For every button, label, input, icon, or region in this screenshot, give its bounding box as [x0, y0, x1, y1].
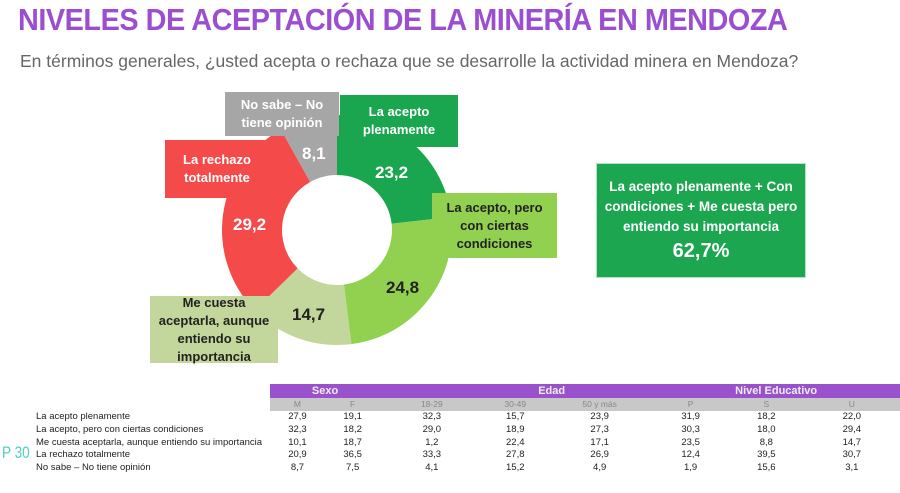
table-row: La rechazo totalmente 20,9 36,5 33,3 27,8 26,…	[30, 448, 900, 461]
table-cell: 22,0	[842, 411, 862, 423]
group-sexo: Sexo	[269, 384, 381, 398]
row-label: No sabe – No tiene opinión	[36, 461, 151, 473]
label-acepto-plenamente: La acepto plenamente	[340, 95, 458, 147]
table-cell: 10,1	[288, 436, 307, 448]
table-cell: 20,9	[288, 449, 307, 461]
crosstab-table: Sexo Edad Nivel Educativo M F 18-29 30-49 50…	[30, 384, 900, 474]
table-cell: 30,7	[842, 449, 862, 461]
table-cell: 8,7	[290, 461, 305, 473]
table-cell: 15,6	[757, 461, 776, 473]
table-cell: 8,8	[759, 436, 773, 448]
table-row: No sabe – No tiene opinión 8,7 7,5 4,1 15,2 4…	[30, 461, 900, 474]
column-header: U	[803, 398, 900, 411]
table-cell: 33,3	[422, 449, 442, 461]
group-nivel-educativo: Nivel Educativo	[652, 384, 900, 398]
table-cell: 36,5	[343, 449, 362, 461]
table-row: La acepto plenamente 27,9 19,1 32,3 15,7 23,9…	[30, 411, 900, 424]
table-cell: 7,5	[346, 461, 360, 473]
table-cell: 17,1	[590, 436, 609, 448]
donut-slice	[254, 268, 352, 345]
table-cell: 1,2	[425, 436, 439, 448]
column-header: M	[269, 398, 326, 411]
table-cell: 15,2	[506, 461, 525, 473]
table-cell: 26,9	[590, 449, 609, 461]
question-text: En términos generales, ¿usted acepta o r…	[20, 51, 799, 71]
table-cell: 31,9	[681, 411, 700, 423]
value-acepto-condiciones: 24,8	[386, 278, 420, 297]
table-cell: 27,3	[590, 423, 609, 435]
value-me-cuesta: 14,7	[292, 305, 326, 324]
summary-text: La acepto plenamente + Con condiciones +…	[604, 179, 798, 234]
table-cell: 29,0	[422, 423, 442, 435]
table-cell: 23,5	[681, 436, 700, 448]
table-row: La acepto, pero con ciertas condiciones 3…	[30, 423, 900, 436]
column-header: F	[325, 398, 381, 411]
table-cell: 29,4	[842, 423, 862, 435]
group-edad: Edad	[380, 384, 653, 398]
page-title: NIVELES DE ACEPTACIÓN DE LA MINERÍA EN M…	[18, 2, 788, 37]
column-header: 30-49	[483, 398, 548, 411]
summary-value: 62,7%	[672, 240, 730, 262]
table-cell: 18,0	[757, 423, 776, 435]
table-cell: 23,9	[590, 411, 609, 423]
label-me-cuesta: Me cuesta aceptarla, aunque entiendo su …	[150, 295, 278, 364]
column-header: 50 y más	[547, 398, 653, 411]
row-label: La rechazo totalmente	[36, 449, 131, 461]
table-cell: 32,3	[422, 411, 442, 423]
table-cell: 22,4	[506, 436, 525, 448]
column-header-row: M F 18-29 30-49 50 y más P S U	[30, 398, 900, 411]
table-cell: 39,5	[757, 449, 776, 461]
group-header-row: Sexo Edad Nivel Educativo	[30, 384, 900, 398]
row-label: La acepto, pero con ciertas condiciones	[36, 423, 204, 435]
column-header: P	[652, 398, 729, 411]
question-code: P 30	[2, 443, 30, 462]
row-label: Me cuesta aceptarla, aunque entiendo su …	[36, 436, 263, 448]
table-cell: 19,1	[343, 411, 362, 423]
table-cell: 4,9	[593, 461, 607, 473]
label-rechazo: La rechazo totalmente	[165, 140, 287, 198]
table-cell: 18,9	[506, 423, 525, 435]
table-cell: 30,3	[681, 423, 700, 435]
table-cell: 32,3	[288, 423, 307, 435]
table-cell: 1,9	[684, 461, 698, 473]
summary-box: La acepto plenamente + Con condiciones +…	[596, 163, 806, 278]
table-cell: 18,2	[757, 411, 776, 423]
table-cell: 27,8	[506, 449, 525, 461]
table-cell: 3,1	[845, 461, 859, 473]
table-cell: 18,2	[343, 423, 362, 435]
value-acepto-plenamente: 23,2	[375, 163, 409, 182]
value-no-sabe: 8,1	[302, 144, 326, 163]
row-label: La acepto plenamente	[36, 411, 131, 423]
label-acepto-condiciones: La acepto, pero con ciertas condiciones	[432, 193, 557, 258]
table-cell: 12,4	[681, 449, 700, 461]
table-row: Me cuesta aceptarla, aunque entiendo su …	[30, 436, 900, 449]
table-cell: 27,9	[288, 411, 307, 423]
column-header: S	[728, 398, 804, 411]
table-cell: 14,7	[842, 436, 862, 448]
table-cell: 4,1	[425, 461, 439, 473]
column-header: 18-29	[380, 398, 484, 411]
table-cell: 18,7	[343, 436, 362, 448]
donut-slice	[343, 217, 452, 345]
table-cell: 15,7	[506, 411, 525, 423]
label-no-sabe: No sabe – No tiene opinión	[225, 92, 339, 136]
value-rechazo: 29,2	[233, 215, 267, 234]
